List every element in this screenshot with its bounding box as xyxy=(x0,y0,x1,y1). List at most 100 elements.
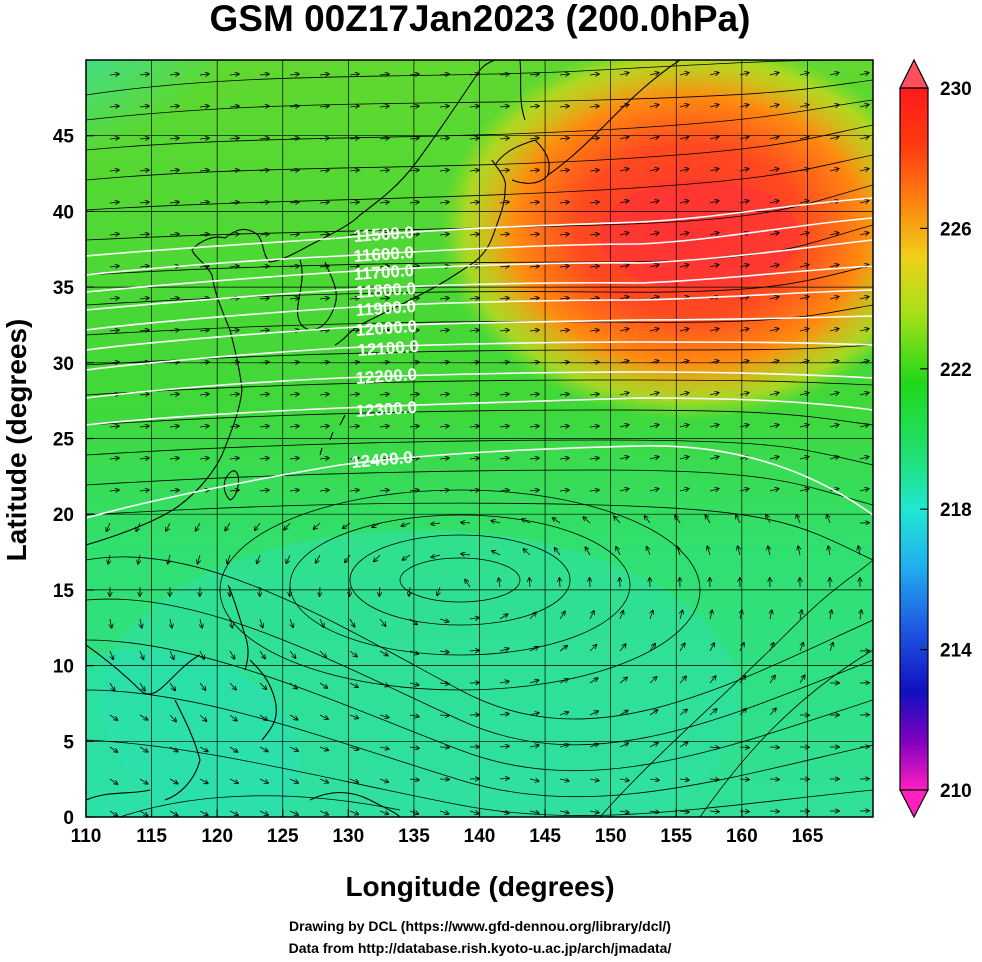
wind-arrow xyxy=(739,105,749,107)
wind-arrow xyxy=(199,426,209,427)
wind-arrow xyxy=(829,105,839,107)
wind-arrow xyxy=(109,810,117,816)
wind-arrow xyxy=(169,714,176,722)
wind-arrow xyxy=(647,547,651,556)
wind-arrow xyxy=(709,201,719,203)
wind-arrow xyxy=(169,138,179,139)
wind-arrow xyxy=(529,74,539,75)
wind-arrow xyxy=(619,811,629,812)
wind-arrow xyxy=(649,137,659,139)
wind-arrow xyxy=(289,810,298,815)
wind-arrow xyxy=(589,170,599,171)
wind-arrow xyxy=(828,546,830,556)
wind-arrow xyxy=(289,714,298,720)
lat-lon-grid xyxy=(86,60,873,817)
coastlines xyxy=(86,60,681,817)
wind-arrow xyxy=(583,517,591,524)
wind-arrow xyxy=(289,778,298,783)
wind-arrow xyxy=(349,298,359,299)
wind-arrow xyxy=(461,522,471,523)
wind-arrow xyxy=(679,169,689,171)
wind-arrow xyxy=(529,680,539,683)
wind-arrow xyxy=(379,330,389,331)
wind-arrow xyxy=(769,169,779,171)
wind-arrow xyxy=(169,394,179,395)
wind-arrow xyxy=(229,138,239,139)
wind-arrow xyxy=(499,234,509,235)
wind-arrow xyxy=(289,106,299,107)
wind-arrow xyxy=(345,554,351,562)
wind-arrow xyxy=(769,425,779,427)
wind-arrow xyxy=(859,105,869,107)
wind-arrow xyxy=(259,426,269,427)
wind-arrow xyxy=(169,106,179,107)
colorbar-body xyxy=(899,87,929,791)
wind-arrow xyxy=(379,394,389,395)
wind-arrow xyxy=(705,515,711,524)
wind-arrow xyxy=(109,714,117,720)
wind-arrow xyxy=(529,647,538,652)
y-axis-ticks: 0 5 10 15 20 25 30 35 40 45 xyxy=(53,127,94,829)
wind-arrow xyxy=(589,202,599,203)
wind-arrow xyxy=(199,74,209,75)
wind-arrow xyxy=(319,394,329,395)
wind-arrow xyxy=(431,523,441,524)
colorbar-tick-label: 214 xyxy=(940,641,972,662)
wind-arrow xyxy=(379,747,389,749)
wind-arrow xyxy=(559,646,567,652)
wind-arrow xyxy=(709,73,719,75)
wind-arrow xyxy=(349,682,358,687)
wind-arrow xyxy=(859,329,869,331)
y-tick-label: 30 xyxy=(53,354,74,375)
wind-arrow xyxy=(349,810,358,814)
wind-arrow xyxy=(108,554,110,564)
wind-arrow xyxy=(109,298,119,299)
contour-label-12300: 12300.0 xyxy=(355,398,418,421)
y-tick-label: 40 xyxy=(53,202,74,223)
wind-arrow xyxy=(138,554,140,564)
wind-arrow xyxy=(829,329,839,331)
wind-arrow xyxy=(769,393,779,395)
wind-arrow xyxy=(769,489,779,491)
contour-label-12100: 12100.0 xyxy=(357,337,420,360)
wind-arrow xyxy=(259,106,269,107)
wind-arrow xyxy=(830,643,833,652)
wind-arrow xyxy=(170,618,172,628)
wind-arrow xyxy=(469,490,479,491)
wind-arrow xyxy=(769,708,776,716)
wind-arrow xyxy=(829,425,839,427)
wind-arrow xyxy=(469,650,479,651)
wind-arrow xyxy=(439,426,449,427)
wind-arrow xyxy=(650,610,653,620)
wind-arrow xyxy=(679,137,689,139)
wind-arrow xyxy=(409,490,419,491)
wind-arrow xyxy=(110,650,113,659)
wind-arrow xyxy=(109,682,115,691)
wind-arrow xyxy=(559,744,569,747)
wind-arrow xyxy=(679,233,689,235)
wind-arrow xyxy=(439,490,449,491)
wind-arrow xyxy=(769,643,774,652)
wind-arrow xyxy=(529,234,539,235)
wind-arrow xyxy=(349,586,350,596)
wind-arrow xyxy=(227,554,230,564)
wind-arrow xyxy=(499,746,509,747)
wind-arrow xyxy=(529,394,539,395)
wind-arrow xyxy=(257,554,260,563)
wind-arrow xyxy=(109,202,119,203)
wind-arrow xyxy=(313,522,321,529)
wind-arrow xyxy=(229,682,236,690)
wind-arrow xyxy=(649,265,659,267)
wind-arrow xyxy=(529,779,539,781)
wind-arrow xyxy=(349,426,359,427)
wind-arrow xyxy=(409,170,419,171)
wind-arrow xyxy=(166,522,171,531)
wind-arrow xyxy=(499,714,509,715)
contour-labels: 11500.0 11600.0 11700.0 11800.0 11900.0 … xyxy=(351,223,420,472)
wind-arrow xyxy=(409,747,419,748)
y-axis-label: Latitude (degrees) xyxy=(1,319,32,562)
wind-arrow xyxy=(289,234,299,235)
wind-arrow xyxy=(859,201,869,203)
wind-arrow xyxy=(769,105,779,107)
